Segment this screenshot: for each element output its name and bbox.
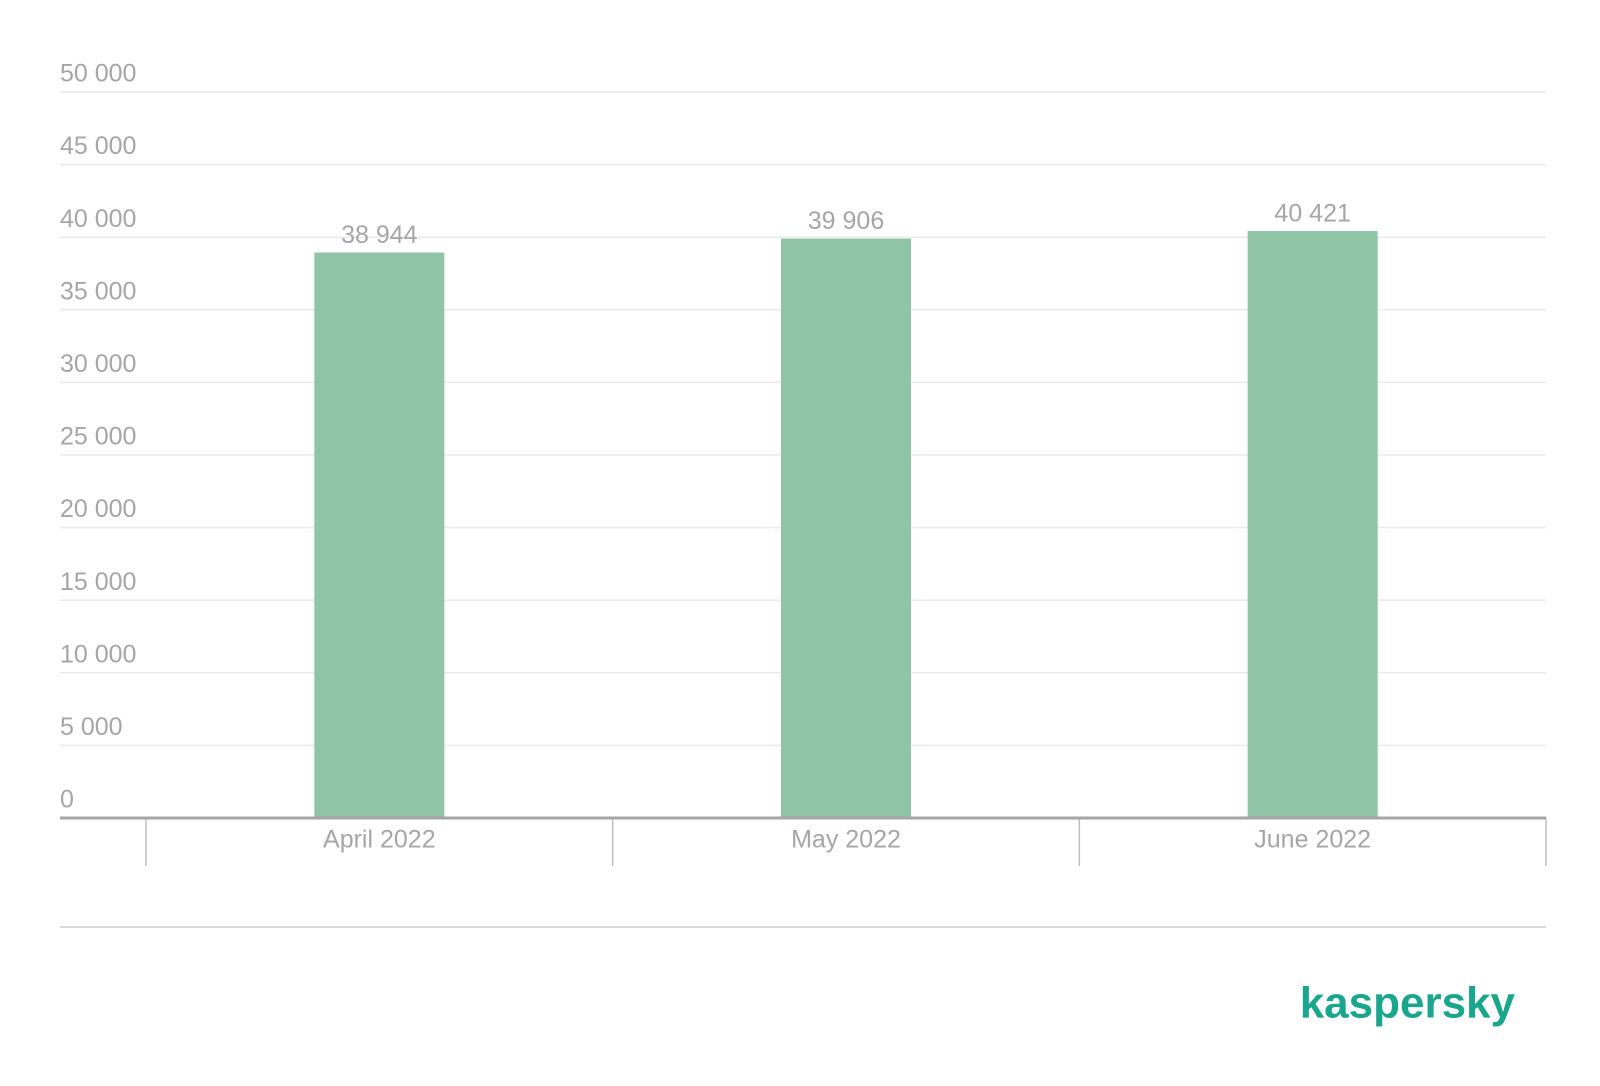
x-tick-label: April 2022 bbox=[323, 826, 436, 854]
y-tick-label: 0 bbox=[60, 786, 74, 814]
y-tick-label: 45 000 bbox=[60, 132, 136, 160]
y-tick-label: 35 000 bbox=[60, 277, 136, 305]
x-tick-label: May 2022 bbox=[791, 826, 901, 854]
y-tick-label: 20 000 bbox=[60, 495, 136, 523]
y-tick-label: 50 000 bbox=[60, 60, 136, 88]
y-tick-label: 10 000 bbox=[60, 640, 136, 668]
value-label: 39 906 bbox=[808, 207, 884, 235]
bar bbox=[314, 252, 445, 818]
y-tick-label: 25 000 bbox=[60, 423, 136, 451]
y-tick-label: 30 000 bbox=[60, 350, 136, 378]
logo: kaspersky bbox=[1300, 979, 1516, 1028]
bar bbox=[1247, 231, 1378, 818]
value-label: 38 944 bbox=[341, 221, 418, 249]
y-tick-label: 5 000 bbox=[60, 713, 123, 741]
bar bbox=[781, 238, 911, 818]
y-tick-label: 40 000 bbox=[60, 205, 136, 233]
value-label: 40 421 bbox=[1274, 200, 1350, 228]
x-tick-label: June 2022 bbox=[1254, 826, 1371, 854]
y-tick-label: 15 000 bbox=[60, 568, 136, 596]
